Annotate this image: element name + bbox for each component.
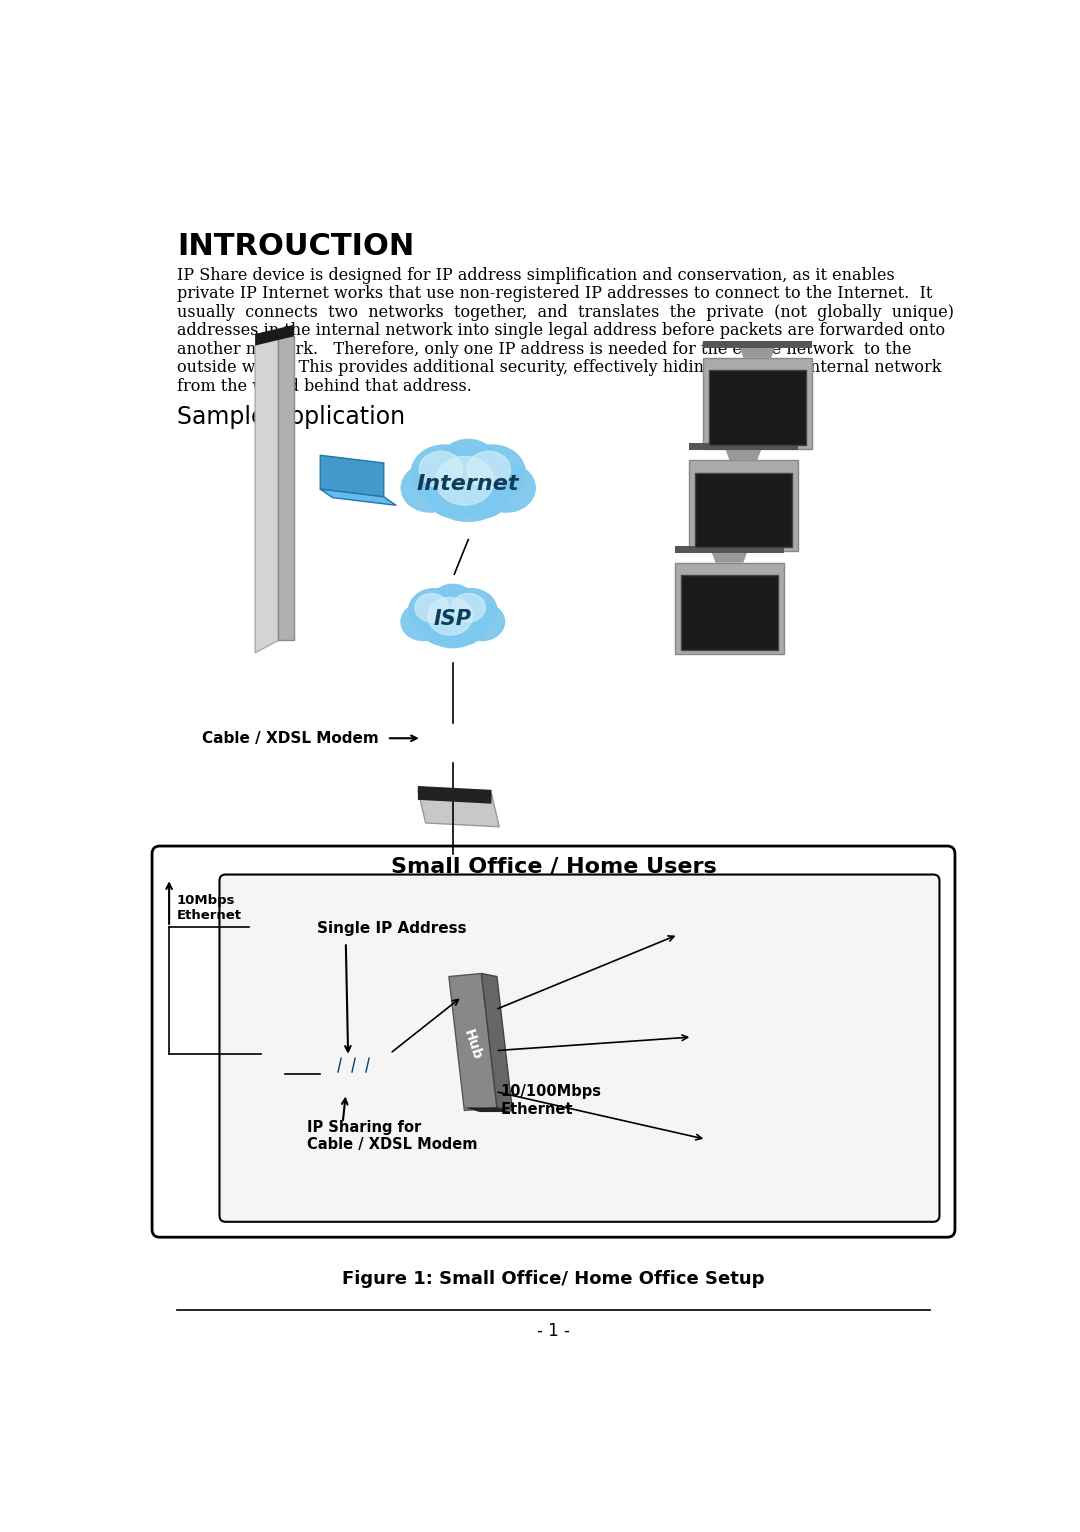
Ellipse shape (459, 444, 525, 501)
Text: outside world. This provides additional security, effectively hiding the entire : outside world. This provides additional … (177, 360, 942, 377)
Text: 10Mbps
Ethernet: 10Mbps Ethernet (177, 893, 242, 922)
Text: IP Sharing for
Cable / XDSL Modem: IP Sharing for Cable / XDSL Modem (307, 1120, 477, 1152)
Polygon shape (255, 325, 294, 346)
Polygon shape (703, 358, 812, 449)
Ellipse shape (443, 610, 484, 645)
Ellipse shape (411, 444, 477, 501)
Polygon shape (689, 460, 798, 552)
Polygon shape (703, 342, 812, 348)
Ellipse shape (456, 473, 509, 518)
Text: another network.   Therefore, only one IP address is needed for the entire netwo: another network. Therefore, only one IP … (177, 342, 912, 358)
Ellipse shape (428, 473, 481, 518)
Ellipse shape (436, 457, 494, 506)
Ellipse shape (418, 590, 487, 648)
Ellipse shape (421, 610, 462, 645)
Polygon shape (689, 443, 798, 450)
Text: Figure 1: Small Office/ Home Office Setup: Figure 1: Small Office/ Home Office Setu… (342, 1270, 765, 1287)
Text: Cable / XDSL Modem: Cable / XDSL Modem (202, 731, 379, 746)
Polygon shape (279, 337, 294, 640)
Text: usually  connects  two  networks  together,  and  translates  the  private  (not: usually connects two networks together, … (177, 303, 954, 322)
Polygon shape (710, 371, 806, 444)
Text: addresses in the internal network into single legal address before packets are f: addresses in the internal network into s… (177, 322, 945, 340)
Ellipse shape (424, 447, 513, 521)
Text: ISP: ISP (434, 608, 472, 630)
Text: Internet: Internet (417, 473, 519, 495)
Ellipse shape (401, 604, 446, 640)
Ellipse shape (415, 593, 448, 622)
Text: Small Office / Home Users: Small Office / Home Users (391, 856, 716, 876)
Polygon shape (418, 786, 491, 804)
FancyBboxPatch shape (219, 875, 940, 1223)
Text: Single IP Address: Single IP Address (318, 921, 467, 936)
Polygon shape (418, 791, 499, 827)
Text: IP Share device is designed for IP address simplification and conservation, as i: IP Share device is designed for IP addre… (177, 267, 894, 283)
Ellipse shape (451, 593, 485, 622)
Ellipse shape (402, 464, 459, 512)
Text: private IP Internet works that use non-registered IP addresses to connect to the: private IP Internet works that use non-r… (177, 285, 932, 302)
Polygon shape (675, 545, 784, 553)
Ellipse shape (446, 588, 497, 631)
Text: Hub: Hub (461, 1028, 485, 1062)
Text: from the world behind that address.: from the world behind that address. (177, 378, 472, 395)
Ellipse shape (419, 452, 462, 487)
Text: 10/100Mbps
Ethernet: 10/100Mbps Ethernet (501, 1085, 602, 1117)
Polygon shape (681, 574, 779, 650)
Ellipse shape (431, 584, 475, 622)
Ellipse shape (440, 440, 497, 487)
Polygon shape (321, 489, 396, 506)
Text: Sample Application: Sample Application (177, 404, 405, 429)
Ellipse shape (408, 588, 460, 631)
FancyBboxPatch shape (152, 846, 955, 1238)
Polygon shape (321, 455, 383, 496)
Text: INTROUCTION: INTROUCTION (177, 231, 414, 260)
Ellipse shape (467, 452, 511, 487)
Polygon shape (696, 472, 793, 547)
Ellipse shape (477, 464, 536, 512)
Polygon shape (482, 973, 512, 1111)
Polygon shape (712, 552, 747, 562)
Polygon shape (740, 348, 775, 358)
Polygon shape (255, 337, 279, 653)
Polygon shape (464, 1108, 512, 1112)
Text: - 1 -: - 1 - (537, 1322, 570, 1340)
Ellipse shape (460, 604, 504, 640)
Ellipse shape (428, 597, 473, 636)
Polygon shape (726, 449, 761, 460)
Polygon shape (449, 973, 497, 1111)
Polygon shape (675, 562, 784, 654)
